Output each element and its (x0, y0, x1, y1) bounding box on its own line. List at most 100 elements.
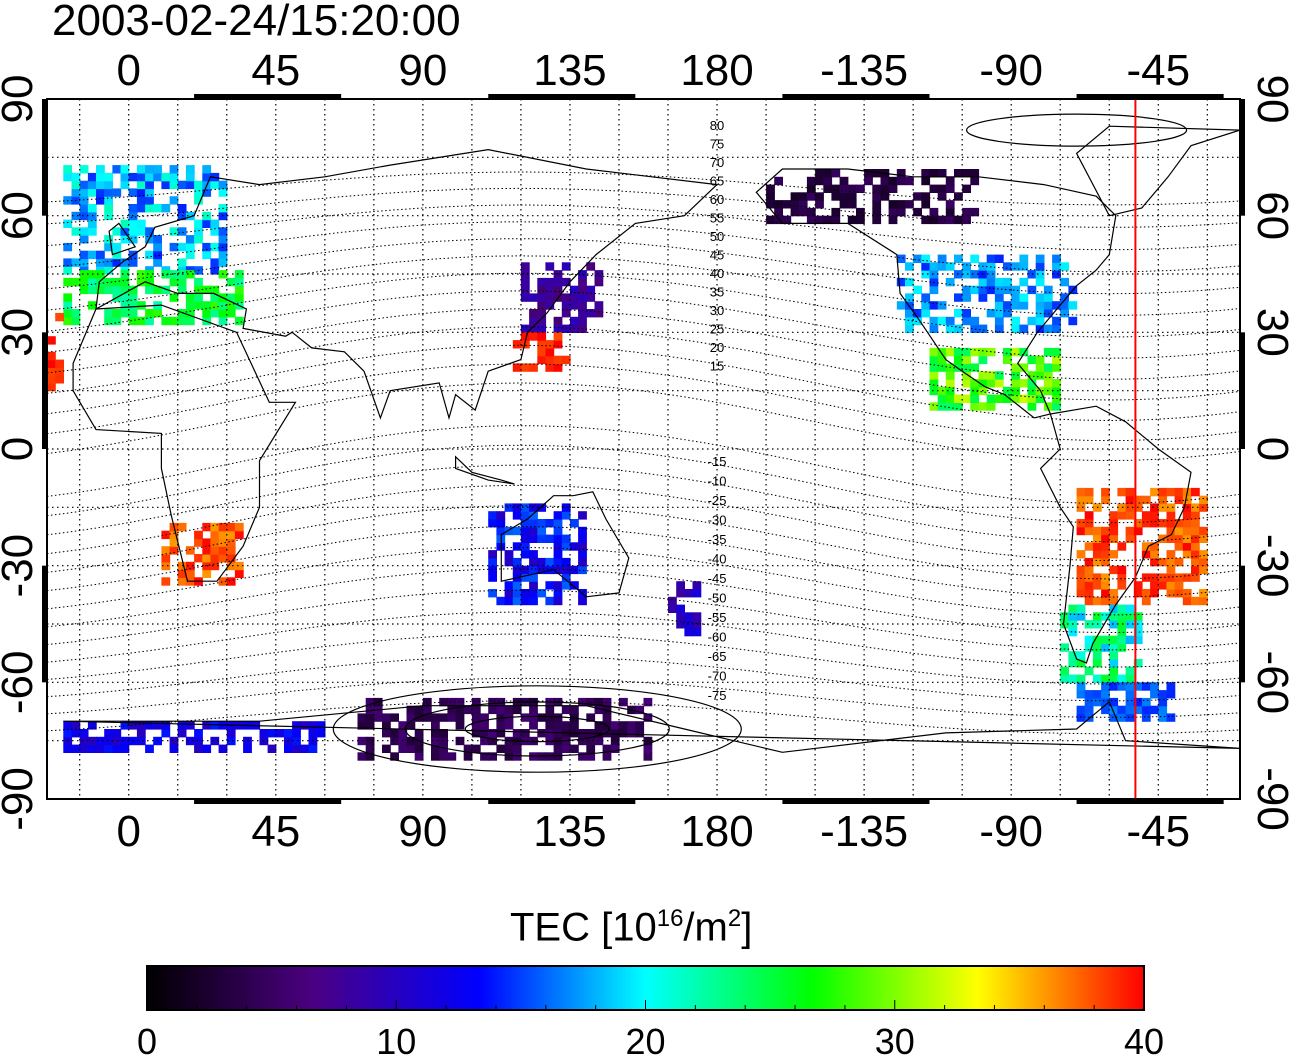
tec-cell (986, 394, 996, 403)
tec-cell (104, 316, 113, 326)
tec-cell (71, 744, 81, 753)
tec-cell (847, 184, 857, 193)
tec-cell (872, 184, 882, 193)
tec-cell (1141, 705, 1151, 715)
tec-cell (177, 316, 187, 326)
tec-cell (1084, 635, 1094, 645)
tec-cell (1043, 293, 1053, 302)
tec-cell (561, 534, 571, 543)
tec-cell (218, 309, 228, 318)
tec-cell (1133, 519, 1143, 528)
tec-cell (537, 340, 547, 349)
tec-cell (578, 293, 587, 302)
tec-cell (520, 526, 530, 536)
tec-cell (55, 375, 64, 384)
tec-cell (978, 293, 988, 302)
tec-cell (823, 184, 833, 193)
tec-cell (880, 184, 890, 193)
tec-cell (1027, 386, 1037, 396)
tec-cell (774, 207, 783, 217)
tec-cell (104, 729, 113, 738)
tec-cell (578, 511, 587, 520)
tec-cell (218, 546, 228, 555)
tec-cell (954, 402, 963, 411)
tec-cell (1117, 542, 1127, 551)
tec-cell (962, 309, 971, 318)
tec-cell (929, 371, 939, 380)
tec-cell (1043, 379, 1053, 388)
tec-cell (627, 729, 636, 738)
tec-cell (537, 729, 547, 738)
tec-cell (431, 744, 440, 753)
tec-cell (431, 736, 440, 746)
tec-cell (226, 736, 236, 746)
tec-cell (1043, 301, 1053, 310)
tec-cell (439, 697, 448, 707)
tec-cell (202, 309, 212, 318)
border-bar (194, 94, 342, 99)
tec-cell (120, 744, 130, 753)
tec-cell (684, 620, 694, 629)
tec-cell (872, 192, 882, 201)
tec-cell (210, 309, 220, 318)
left-lat-tick-label: -90 (0, 767, 42, 831)
tec-cell (1076, 651, 1086, 660)
tec-cell (570, 542, 579, 551)
tec-cell (537, 332, 547, 341)
tec-cell (1101, 589, 1110, 598)
tec-cell (488, 565, 497, 575)
tec-cell (937, 355, 947, 365)
tec-cell (504, 557, 514, 567)
tec-cell (872, 200, 882, 209)
tec-cell (161, 577, 171, 586)
contour-label: 45 (710, 248, 724, 263)
tec-cell (1101, 534, 1110, 543)
tec-cell (888, 184, 898, 193)
tec-cell (839, 176, 849, 186)
tec-cell (1199, 550, 1208, 559)
tec-cell (619, 697, 628, 707)
bottom-lon-tick-label: 45 (251, 807, 300, 856)
tec-cell (1166, 682, 1176, 691)
tec-cell (937, 192, 947, 201)
tec-cell (439, 744, 448, 753)
tec-cell (1109, 526, 1119, 536)
tec-cell (210, 522, 220, 532)
tec-cell (986, 285, 996, 295)
tec-cell (545, 285, 555, 295)
tec-cell (1092, 612, 1102, 621)
tec-cell (839, 200, 849, 209)
tec-cell (561, 542, 571, 551)
tec-cell (537, 324, 547, 333)
tec-cell (185, 172, 195, 182)
tec-cell (635, 705, 645, 715)
tec-cell (970, 176, 980, 186)
tec-cell (1019, 262, 1029, 271)
tec-cell (136, 729, 146, 738)
tec-cell (994, 316, 1004, 326)
tec-cell (537, 293, 547, 302)
tec-cell (994, 301, 1004, 310)
tec-cell (520, 363, 530, 372)
tec-cell (1133, 635, 1143, 645)
tec-cell (455, 713, 465, 722)
tec-cell (1141, 713, 1151, 722)
tec-cell (1052, 324, 1061, 333)
tec-cell (561, 503, 571, 512)
tec-cell (145, 721, 154, 730)
tec-cell (1125, 690, 1135, 699)
tec-cell (496, 596, 506, 606)
tec-cell (431, 713, 440, 722)
tec-cell (970, 363, 980, 372)
tec-cell (578, 316, 587, 326)
tec-cell (96, 744, 105, 753)
tec-cell (96, 250, 105, 260)
tec-cell (1011, 285, 1020, 295)
tec-cell (856, 207, 865, 217)
tec-cell (1011, 293, 1020, 302)
tec-cell (1150, 581, 1159, 590)
tec-cell (120, 309, 130, 318)
tec-cell (104, 266, 113, 275)
tec-cell (1052, 363, 1061, 372)
tec-cell (872, 207, 882, 217)
